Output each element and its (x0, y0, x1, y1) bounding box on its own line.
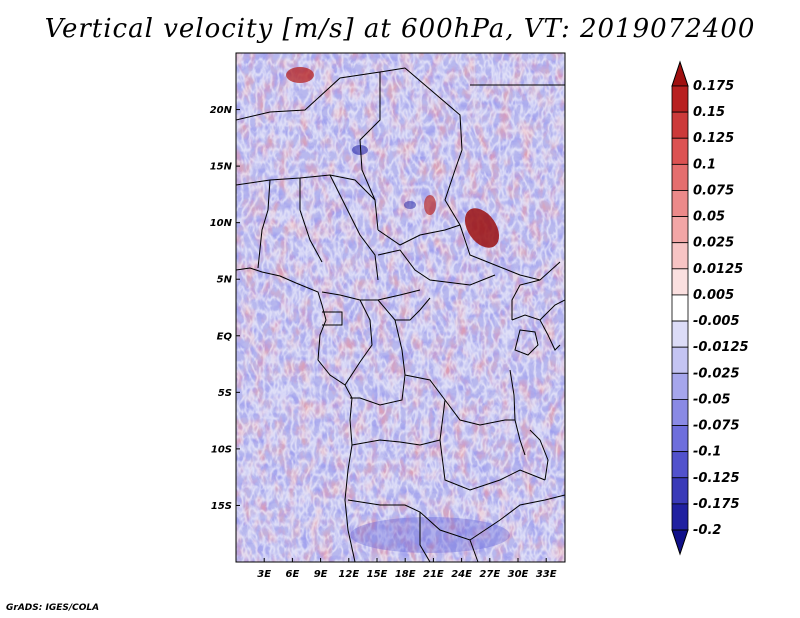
lon-tick-label: 33E (536, 569, 557, 580)
colorbar-bin (671, 425, 689, 453)
lon-tick-label: 21E (423, 569, 444, 580)
colorbar-label: -0.175 (693, 497, 740, 512)
map-frame (235, 52, 566, 563)
downdraft-band (350, 517, 510, 553)
lat-tick-label: 5S (218, 388, 232, 399)
lat-tick-label: 15S (211, 501, 232, 512)
latitude-axis: 20N 15N 10N 5N EQ 5S 10S 15S (210, 105, 240, 512)
lat-tick-label: 10S (211, 444, 232, 455)
lon-tick-label: 15E (367, 569, 388, 580)
colorbar-bin (671, 111, 689, 139)
colorbar-bin (671, 372, 689, 400)
lon-tick-label: 27E (479, 569, 500, 580)
colorbar-label: 0.0125 (693, 262, 743, 277)
colorbar-bin (671, 477, 689, 505)
map-field (236, 53, 565, 562)
country-borders (236, 67, 565, 562)
colorbar-label: 0.1 (693, 157, 716, 172)
updraft-blob (286, 67, 314, 83)
lat-tick-label: 15N (210, 162, 233, 173)
lat-tick-label: 20N (210, 105, 233, 116)
colorbar-bin (671, 320, 689, 348)
colorbar-label: 0.025 (693, 236, 734, 251)
colorbar-label: -0.125 (693, 471, 740, 486)
colorbar-label: -0.075 (693, 419, 740, 434)
lon-tick-label: 30E (508, 569, 529, 580)
colorbar-bin (671, 346, 689, 374)
map-figure: 20N 15N 10N 5N EQ 5S 10S 15S 3E 6E 9E 12E 15E 18E 21E… (210, 52, 749, 580)
downdraft-blob (352, 145, 368, 155)
colorbar-label: -0.2 (693, 523, 721, 538)
colorbar-label: -0.005 (693, 314, 740, 329)
colorbar-bin (671, 216, 689, 244)
lon-tick-label: 18E (395, 569, 416, 580)
grads-credit: GrADS: IGES/COLA (6, 603, 100, 613)
lon-tick-label: 24E (451, 569, 472, 580)
colorbar-bottom-arrow (671, 529, 689, 556)
colorbar-bin (671, 137, 689, 165)
colorbar-label: 0.15 (693, 105, 725, 120)
colorbar-label: 0.175 (693, 79, 734, 94)
colorbar-bin (671, 451, 689, 479)
colorbar-bin (671, 399, 689, 426)
colorbar-bin (671, 190, 689, 217)
colorbar-bin (671, 85, 689, 113)
colorbar-label: 0.125 (693, 131, 734, 146)
colorbar-label: -0.1 (693, 445, 721, 460)
colorbar: 0.175 0.15 0.125 0.1 0.075 0.05 0.025 0.0125 0.0… (671, 60, 749, 556)
colorbar-bin (671, 503, 689, 531)
downdraft-blob (404, 201, 416, 209)
lat-tick-label: 5N (217, 275, 233, 286)
strong-updraft-blob (464, 208, 500, 248)
lon-tick-label: 12E (338, 569, 359, 580)
colorbar-bin (671, 163, 689, 191)
lat-tick-label: 10N (210, 218, 233, 229)
colorbar-label: 0.05 (693, 210, 725, 225)
colorbar-top-arrow (671, 60, 689, 87)
updraft-blob (424, 195, 436, 215)
colorbar-label: 0.005 (693, 288, 734, 303)
colorbar-bin (671, 294, 689, 322)
colorbar-label: -0.025 (693, 366, 740, 381)
colorbar-label: -0.0125 (693, 340, 749, 355)
lon-tick-label: 3E (257, 569, 271, 580)
lon-tick-label: 9E (314, 569, 328, 580)
colorbar-label: -0.05 (693, 392, 730, 407)
colorbar-label: 0.075 (693, 183, 734, 198)
lon-tick-label: 6E (286, 569, 300, 580)
longitude-axis: 3E 6E 9E 12E 15E 18E 21E 24E 27E 30E 33E (257, 558, 557, 580)
colorbar-bin (671, 242, 689, 270)
lat-tick-label: EQ (217, 331, 233, 342)
colorbar-bin (671, 268, 689, 296)
map-title: Vertical velocity [m/s] at 600hPa, VT: 2… (44, 14, 756, 44)
